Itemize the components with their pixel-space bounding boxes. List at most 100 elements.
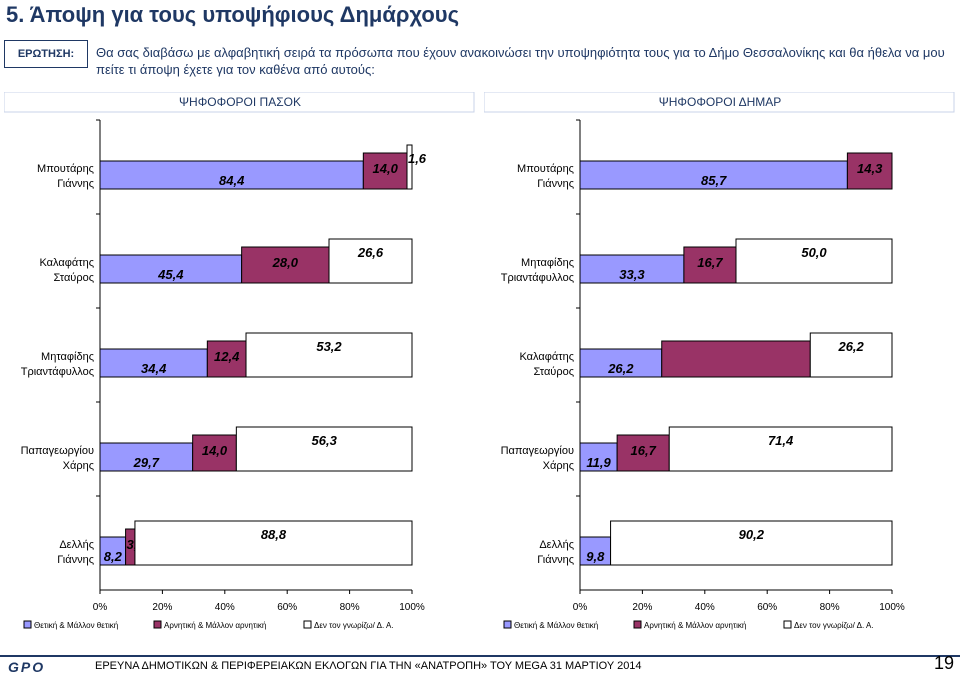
question-box: ΕΡΩΤΗΣΗ: Θα σας διαβάσω με αλφαβητική σε… xyxy=(4,40,954,86)
footer: GPO ΕΡΕΥΝΑ ΔΗΜΟΤΙΚΩΝ & ΠΕΡΙΦΕΡΕΙΑΚΩΝ ΕΚΛ… xyxy=(0,653,960,675)
bar-segment xyxy=(99,160,364,190)
legend-swatch xyxy=(303,620,312,629)
category-label: Δελλής xyxy=(59,539,94,551)
bar-segment xyxy=(406,144,413,190)
data-label: 29,7 xyxy=(133,455,160,470)
data-label: 53,2 xyxy=(316,339,342,354)
category-label: Σταύρος xyxy=(53,272,94,284)
category-label: Τριαντάφυλλος xyxy=(21,366,94,378)
category-label: Γιάννης xyxy=(57,554,94,566)
x-tick-label: 0% xyxy=(573,602,588,613)
data-label: 16,7 xyxy=(631,443,657,458)
data-label: 84,4 xyxy=(219,173,245,188)
bar-segment xyxy=(735,238,893,284)
legend-label: Αρνητική & Μάλλον αρνητική xyxy=(164,621,266,630)
category-label: Χάρης xyxy=(63,460,94,472)
page-title: 5. Άποψη για τους υποψήφιους Δημάρχους xyxy=(6,2,460,27)
x-tick-label: 40% xyxy=(215,602,235,613)
chart-title: ΨΗΦΟΦΟΡΟΙ ΔΗΜΑΡ xyxy=(659,95,782,109)
bar-segment xyxy=(245,332,413,378)
bar-segment xyxy=(579,536,612,566)
category-label: Παπαγεωργίου xyxy=(501,445,574,457)
x-tick-label: 60% xyxy=(277,602,297,613)
data-label: 1,6 xyxy=(408,151,427,166)
x-tick-label: 20% xyxy=(632,602,652,613)
bar-segment xyxy=(99,348,208,378)
data-label: 14,0 xyxy=(373,161,399,176)
category-label: Μηταφίδης xyxy=(521,257,574,269)
x-tick-label: 20% xyxy=(152,602,172,613)
bar-segment xyxy=(206,340,247,378)
bar-segment xyxy=(362,152,408,190)
category-label: Χάρης xyxy=(543,460,574,472)
data-label: 28,0 xyxy=(272,255,299,270)
legend-label: Δεν τον γνωρίζω/ Δ. Α. xyxy=(314,621,394,630)
legend-swatch xyxy=(153,620,162,629)
data-label: 56,3 xyxy=(312,433,338,448)
data-label: 26,2 xyxy=(607,361,634,376)
bar-segment xyxy=(610,520,893,566)
legend-label: Θετική & Μάλλον θετική xyxy=(514,621,598,630)
bar-segment xyxy=(579,348,663,378)
bar-segment xyxy=(661,340,811,378)
legend-swatch xyxy=(23,620,32,629)
bar-segment xyxy=(579,254,685,284)
data-label: 45,4 xyxy=(157,267,184,282)
x-tick-label: 80% xyxy=(820,602,840,613)
category-label: Σταύρος xyxy=(533,366,574,378)
bar-segment xyxy=(809,332,893,378)
legend-swatch xyxy=(633,620,642,629)
chart-pasok: ΨΗΦΟΦΟΡΟΙ ΠΑΣΟΚ Μπουτάρης Γιάννης 84,4 14,0 1… xyxy=(4,92,475,630)
bar-segment xyxy=(241,246,330,284)
x-tick-label: 80% xyxy=(340,602,360,613)
data-label: 11,9 xyxy=(586,455,611,470)
data-label: 8,2 xyxy=(104,549,123,564)
x-tick-label: 100% xyxy=(399,602,425,613)
category-label: Τριαντάφυλλος xyxy=(501,272,574,284)
bar-segment xyxy=(668,426,893,472)
data-label: 16,7 xyxy=(697,255,723,270)
category-label: Μηταφίδης xyxy=(41,351,94,363)
chart-dimar: ΨΗΦΟΦΟΡΟΙ ΔΗΜΑΡ Μπουτάρης Γιάννης 85,7 14,3 Μ… xyxy=(484,92,955,630)
legend-label: Θετική & Μάλλον θετική xyxy=(34,621,118,630)
category-label: Γιάννης xyxy=(537,178,574,190)
legend-label: Δεν τον γνωρίζω/ Δ. Α. xyxy=(794,621,874,630)
x-tick-label: 40% xyxy=(695,602,715,613)
bar-segment xyxy=(579,160,848,190)
bar-segment xyxy=(99,254,243,284)
x-tick-label: 0% xyxy=(93,602,108,613)
category-label: Μπουτάρης xyxy=(37,163,94,175)
category-label: Παπαγεωργίου xyxy=(21,445,94,457)
footer-divider xyxy=(0,655,960,657)
data-label: 14,0 xyxy=(202,443,228,458)
category-label: Δελλής xyxy=(539,539,574,551)
question-text: Θα σας διαβάσω με αλφαβητική σειρά τα πρ… xyxy=(96,45,945,77)
bar-segment xyxy=(616,434,670,472)
legend-label: Αρνητική & Μάλλον αρνητική xyxy=(644,621,746,630)
data-label: 9,8 xyxy=(586,549,605,564)
category-label: Μπουτάρης xyxy=(517,163,574,175)
question-label: ΕΡΩΤΗΣΗ: xyxy=(4,40,88,68)
category-label: Γιάννης xyxy=(57,178,94,190)
bar-segment xyxy=(683,246,737,284)
bar-segment xyxy=(134,520,413,566)
bar-segment xyxy=(579,442,618,472)
x-tick-label: 60% xyxy=(757,602,777,613)
data-label: 26,2 xyxy=(837,339,864,354)
footer-text: ΕΡΕΥΝΑ ΔΗΜΟΤΙΚΩΝ & ΠΕΡΙΦΕΡΕΙΑΚΩΝ ΕΚΛΟΓΩΝ… xyxy=(95,660,642,672)
category-label: Καλαφάτης xyxy=(519,351,574,363)
data-label: 33,3 xyxy=(619,267,645,282)
category-label: Γιάννης xyxy=(537,554,574,566)
data-label: 50,0 xyxy=(801,245,827,260)
page-number: 19 xyxy=(934,653,955,673)
data-label: 14,3 xyxy=(857,161,883,176)
chart-title-box xyxy=(4,92,475,113)
x-tick-label: 100% xyxy=(879,602,905,613)
bar-segment xyxy=(328,238,413,284)
chart-title: ΨΗΦΟΦΟΡΟΙ ΠΑΣΟΚ xyxy=(179,95,301,109)
data-label: 34,4 xyxy=(141,361,167,376)
bar-segment xyxy=(99,442,194,472)
data-label: 90,2 xyxy=(739,527,765,542)
data-label: 12,4 xyxy=(214,349,240,364)
bar-segment xyxy=(192,434,237,472)
